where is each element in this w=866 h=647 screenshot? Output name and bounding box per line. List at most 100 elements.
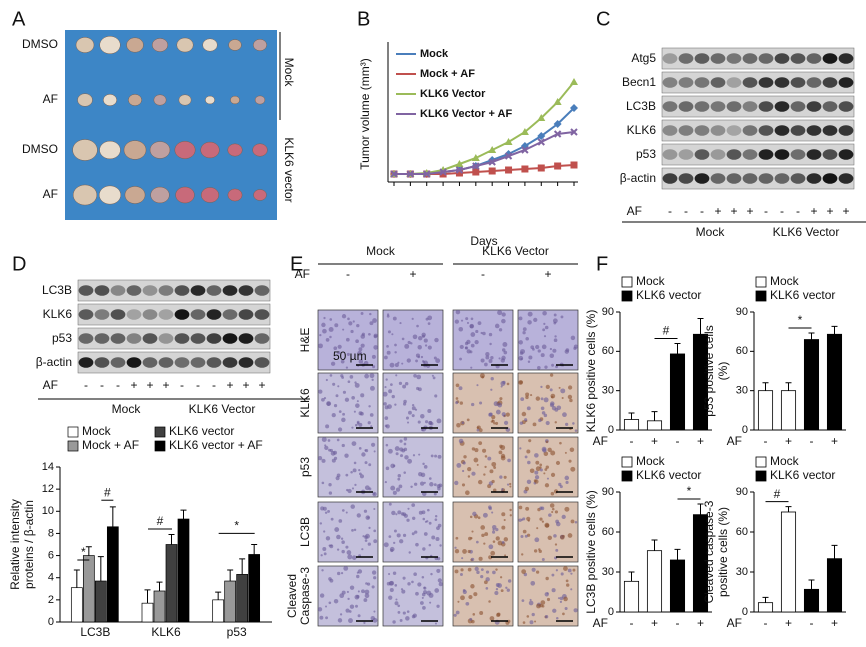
cell: [470, 584, 475, 589]
cell: [422, 462, 425, 466]
tumor: [252, 143, 268, 157]
error-bar: [785, 506, 792, 512]
cell: [545, 420, 550, 426]
band: [790, 149, 806, 160]
cell: [361, 548, 364, 551]
cell: [422, 517, 426, 521]
cell: [568, 459, 572, 463]
cell: [490, 377, 494, 381]
cell: [480, 525, 486, 530]
cell: [541, 520, 544, 523]
cell: [491, 479, 495, 484]
cell: [473, 592, 478, 597]
treatment-sign: +: [130, 378, 137, 392]
cell: [325, 536, 331, 541]
band: [142, 285, 158, 296]
y-tick-label: 60: [602, 345, 614, 357]
cell: [333, 450, 338, 455]
x-tick-label: -: [630, 616, 634, 630]
x-axis-label: AF: [593, 434, 608, 448]
cell: [574, 429, 578, 432]
error-bar: [628, 412, 635, 420]
blot-label: β-actin: [36, 355, 72, 369]
x-axis-label: AF: [727, 616, 742, 630]
cell: [350, 504, 355, 509]
cell: [485, 355, 490, 360]
cell: [329, 448, 333, 453]
cell: [543, 413, 548, 418]
cell: [355, 339, 359, 344]
cell: [358, 422, 363, 427]
band: [78, 285, 94, 296]
cell: [371, 354, 376, 359]
cell: [434, 515, 438, 518]
cell: [488, 359, 493, 363]
band: [222, 285, 238, 296]
cell: [344, 397, 350, 402]
cell: [358, 411, 363, 416]
cell: [350, 470, 353, 474]
cell: [357, 350, 363, 356]
cell: [454, 549, 460, 554]
scale-label: 50 µm: [333, 349, 367, 363]
marker: [505, 166, 513, 174]
tumor: [175, 186, 195, 204]
treatment-sign: -: [481, 267, 485, 281]
cell: [526, 479, 532, 485]
cell: [412, 516, 416, 521]
cell: [535, 460, 540, 465]
photo: [65, 30, 277, 220]
cell: [455, 397, 459, 400]
cell: [471, 402, 475, 407]
cell: [403, 442, 407, 446]
cell: [421, 428, 424, 432]
cell: [487, 456, 492, 461]
cell: [470, 332, 476, 337]
cell: [364, 593, 370, 599]
ihc-image: [382, 309, 444, 371]
cell: [499, 397, 503, 401]
band: [806, 149, 822, 160]
cell: [351, 528, 354, 532]
cell: [325, 605, 328, 608]
error-bar: [808, 579, 815, 590]
treatment-sign: -: [346, 267, 350, 281]
cell: [395, 452, 399, 456]
tumor: [72, 139, 98, 161]
cell: [325, 338, 330, 342]
band: [710, 53, 726, 64]
marker: [520, 128, 529, 135]
cell: [360, 343, 365, 348]
cell: [460, 319, 464, 322]
cell: [389, 362, 395, 368]
cell: [553, 534, 557, 538]
cell: [345, 337, 350, 342]
treatment-sign: +: [842, 204, 849, 218]
y-tick-label: 60: [736, 526, 748, 538]
panel-label: E: [290, 253, 303, 275]
treatment-sign: +: [258, 378, 265, 392]
cell: [384, 480, 387, 484]
cell: [561, 514, 566, 519]
tumor: [254, 95, 266, 105]
marker: [537, 164, 545, 172]
cell: [489, 342, 492, 346]
cell: [525, 506, 530, 511]
cell: [562, 612, 565, 616]
cell: [330, 361, 336, 366]
cell: [368, 526, 371, 529]
band: [726, 173, 742, 184]
error-bar: [227, 569, 234, 582]
cell: [555, 569, 558, 572]
cell: [500, 381, 506, 386]
cell: [493, 466, 497, 469]
band: [174, 357, 190, 368]
cell: [433, 356, 437, 360]
cell: [429, 482, 434, 487]
cell: [398, 484, 403, 489]
cell: [366, 582, 371, 586]
cell: [427, 508, 430, 512]
cell: [347, 597, 350, 601]
y-tick-label: 8: [48, 527, 54, 539]
cell: [550, 491, 555, 496]
